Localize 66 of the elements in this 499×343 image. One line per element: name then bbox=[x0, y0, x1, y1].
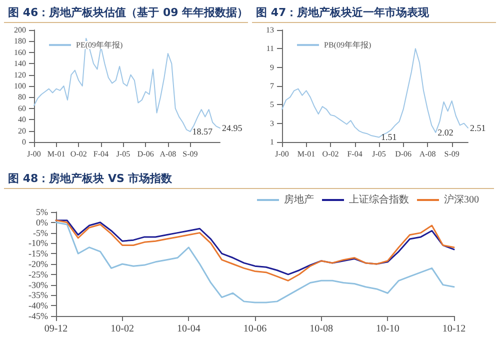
y-tick-label: 11 bbox=[266, 44, 274, 54]
x-tick-label: M-01 bbox=[297, 150, 316, 158]
y-tick-label: 20 bbox=[18, 126, 26, 136]
chart-title: 图 46：房地产板块估值（基于 09 年年报数据） bbox=[4, 4, 248, 23]
y-tick-label: 100 bbox=[14, 82, 26, 90]
y-tick-label: 140 bbox=[14, 59, 26, 68]
legend-label: PE(09年年报) bbox=[76, 40, 123, 50]
x-tick-label: 10-10 bbox=[376, 324, 400, 334]
x-tick-label: 09-12 bbox=[44, 324, 68, 334]
y-tick-label: 40 bbox=[18, 115, 26, 124]
data-label: 1.51 bbox=[381, 132, 397, 142]
y-tick-label: -25% bbox=[28, 269, 48, 280]
x-tick-label: A-08 bbox=[419, 150, 436, 158]
y-tick-label: 7 bbox=[270, 82, 274, 90]
y-tick-label: 1 bbox=[270, 138, 274, 146]
legend-label: 房地产 bbox=[284, 194, 314, 206]
y-tick-label: 0% bbox=[36, 217, 48, 228]
x-tick-label: O-02 bbox=[322, 150, 339, 158]
y-tick-label: 13 bbox=[266, 26, 274, 34]
y-tick-label: -40% bbox=[28, 300, 48, 311]
x-tick-label: D-06 bbox=[395, 150, 412, 158]
x-tick-label: J-05 bbox=[116, 150, 130, 158]
x-tick-label: O-02 bbox=[70, 150, 87, 158]
y-tick-label: -35% bbox=[28, 290, 48, 300]
y-tick-label: 120 bbox=[14, 70, 26, 80]
y-tick-label: -5% bbox=[33, 228, 48, 238]
data-label: 24.95 bbox=[222, 123, 243, 134]
x-tick-label: 10-04 bbox=[176, 324, 200, 334]
chart-title: 图 47：房地产板块近一年市场表现 bbox=[252, 4, 496, 23]
x-tick-label: J-00 bbox=[27, 150, 41, 158]
chart-title: 图 48：房地产板块 VS 市场指数 bbox=[4, 170, 494, 189]
x-tick-label: A-08 bbox=[160, 150, 176, 158]
data-label: 18.57 bbox=[192, 126, 213, 137]
y-tick-label: 5 bbox=[270, 100, 274, 110]
x-tick-label: J-05 bbox=[372, 150, 386, 158]
legend-label: 沪深300 bbox=[444, 194, 479, 206]
x-tick-label: J-00 bbox=[275, 150, 289, 158]
y-tick-label: -30% bbox=[28, 280, 48, 290]
x-tick-label: M-01 bbox=[47, 150, 66, 158]
y-tick-label: -20% bbox=[28, 259, 48, 269]
legend-label: 上证综合指数 bbox=[349, 194, 409, 206]
y-tick-label: 200 bbox=[14, 26, 26, 34]
line-series bbox=[55, 222, 455, 304]
x-tick-label: S-09 bbox=[444, 150, 460, 158]
x-tick-label: F-04 bbox=[347, 150, 362, 158]
y-tick-label: -15% bbox=[28, 248, 48, 259]
y-tick-label: 9 bbox=[270, 62, 274, 72]
y-tick-label: 0 bbox=[22, 138, 26, 146]
data-label: 2.51 bbox=[470, 122, 486, 133]
x-tick-label: D-06 bbox=[137, 150, 154, 158]
x-tick-label: 10-06 bbox=[243, 324, 267, 334]
x-tick-label: 10-08 bbox=[310, 324, 334, 334]
x-tick-label: S-09 bbox=[182, 150, 198, 158]
data-label: 2.02 bbox=[438, 127, 454, 138]
legend-label: PB(09年年报) bbox=[324, 40, 372, 50]
y-tick-label: 60 bbox=[18, 104, 26, 113]
y-tick-label: -10% bbox=[28, 238, 48, 248]
y-tick-label: -45% bbox=[28, 311, 48, 321]
y-tick-label: 3 bbox=[270, 118, 274, 128]
y-tick-label: 160 bbox=[14, 48, 26, 57]
x-tick-label: 10-12 bbox=[442, 324, 466, 334]
y-tick-label: 80 bbox=[18, 92, 26, 102]
y-tick-label: 5% bbox=[36, 207, 48, 217]
y-tick-label: 180 bbox=[14, 36, 26, 46]
x-tick-label: F-04 bbox=[93, 150, 109, 158]
x-tick-label: 10-02 bbox=[110, 324, 134, 334]
